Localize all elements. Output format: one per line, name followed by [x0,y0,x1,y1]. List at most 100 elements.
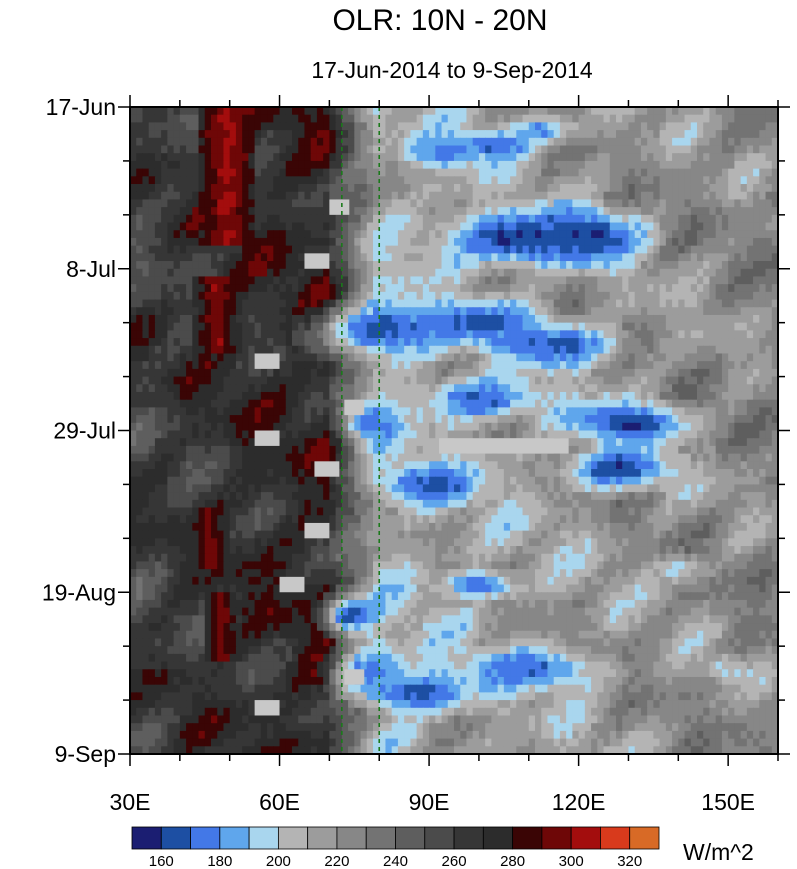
heatmap-cell [584,276,592,285]
heatmap-cell [254,469,262,478]
heatmap-cell [672,222,679,231]
heatmap-cell [323,307,330,316]
heatmap-cell [541,199,549,208]
heatmap-cell [771,130,778,139]
heatmap-cell [616,391,623,401]
heatmap-cell [584,422,592,432]
heatmap-cell [248,137,256,147]
heatmap-cell [142,422,150,432]
heatmap-cell [553,145,561,154]
heatmap-cell [130,122,137,131]
heatmap-cell [497,253,505,262]
heatmap-cell [211,399,218,408]
heatmap-cell [566,299,573,308]
heatmap-cell [341,168,349,177]
heatmap-cell [503,245,511,254]
heatmap-cell [634,168,642,177]
heatmap-cell [510,153,517,162]
heatmap-cell [472,299,480,308]
heatmap-cell [379,407,387,416]
heatmap-cell [260,207,268,216]
heatmap-cell [746,176,754,185]
heatmap-cell [703,253,711,262]
heatmap-cell [609,438,617,447]
heatmap-cell [472,207,480,216]
heatmap-cell [485,230,492,239]
heatmap-cell [435,291,443,301]
heatmap-cell [273,214,281,224]
heatmap-cell [628,176,636,185]
heatmap-cell [485,168,492,177]
heatmap-cell [167,368,175,378]
heatmap-cell [179,214,187,224]
heatmap-cell [316,153,324,162]
heatmap-cell [248,407,256,416]
heatmap-cell [765,299,773,308]
heatmap-cell [572,207,580,216]
heatmap-cell [715,222,723,231]
heatmap-cell [186,160,193,170]
heatmap-cell [771,237,778,247]
heatmap-cell [454,122,461,131]
heatmap-cell [142,199,150,208]
heatmap-cell [466,253,474,262]
heatmap-cell [528,399,536,408]
heatmap-cell [640,268,648,278]
heatmap-cell [173,207,181,216]
heatmap-cell [323,438,330,447]
heatmap-cell [298,307,306,316]
heatmap-cell [229,299,237,308]
heatmap-cell [584,245,592,254]
heatmap-cell [628,276,636,285]
heatmap-cell [553,107,561,116]
heatmap-cell [130,153,137,162]
heatmap-cell [217,168,225,177]
heatmap-cell [497,399,505,408]
heatmap-cell [572,122,580,131]
heatmap-cell [260,237,268,247]
heatmap-cell [385,353,393,362]
heatmap-cell [242,430,249,439]
heatmap-cell [335,453,343,462]
heatmap-cell [678,461,686,470]
heatmap-cell [285,345,293,355]
heatmap-cell [454,322,461,331]
heatmap-cell [472,330,480,339]
heatmap-cell [690,361,698,370]
heatmap-cell [410,291,418,301]
heatmap-cell [672,453,679,462]
heatmap-cell [254,114,262,123]
heatmap-cell [441,230,449,239]
heatmap-cell [248,299,256,308]
heatmap-cell [616,314,623,324]
heatmap-cell [385,107,393,116]
heatmap-cell [404,322,411,331]
heatmap-cell [130,445,137,455]
heatmap-cell [697,130,704,139]
heatmap-cell [653,307,661,316]
heatmap-cell [142,307,150,316]
heatmap-cell [765,368,773,378]
heatmap-cell [647,276,654,285]
heatmap-cell [167,314,175,324]
heatmap-cell [329,384,337,393]
heatmap-cell [211,384,218,393]
heatmap-cell [173,307,181,316]
heatmap-cell [454,299,461,308]
heatmap-cell [634,322,642,331]
heatmap-cell [728,299,735,308]
heatmap-cell [310,430,318,439]
heatmap-cell [715,415,723,424]
heatmap-cell [478,407,486,416]
heatmap-cell [161,137,168,147]
heatmap-cell [528,384,536,393]
heatmap-cell [597,122,605,131]
heatmap-cell [709,253,717,262]
heatmap-cell [254,176,262,185]
heatmap-cell [591,391,598,401]
heatmap-cell [553,207,561,216]
heatmap-cell [578,268,586,278]
heatmap-cell [223,361,231,370]
heatmap-cell [647,407,654,416]
heatmap-cell [316,376,324,385]
